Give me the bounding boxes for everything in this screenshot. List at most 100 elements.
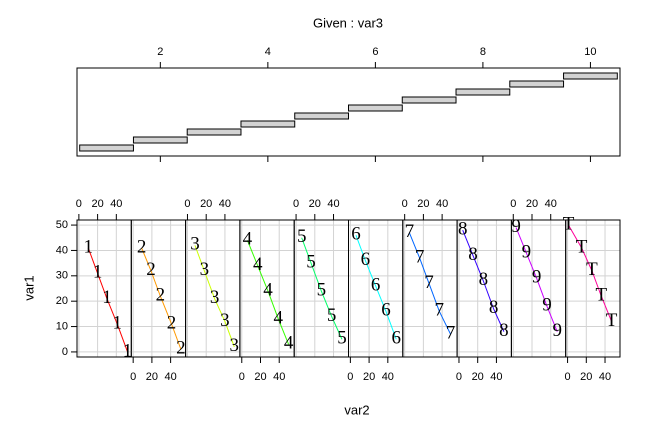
point: 2	[176, 338, 186, 359]
x-tick-label: 40	[219, 198, 231, 210]
point: 9	[553, 320, 563, 341]
point: 2	[146, 259, 156, 280]
point: 4	[243, 229, 253, 250]
x-tick-label: 40	[490, 371, 502, 383]
x-tick-label: 40	[382, 371, 394, 383]
point: 7	[415, 246, 425, 267]
point: 5	[297, 226, 307, 247]
point: T	[586, 259, 598, 280]
x-tick-label: 40	[436, 198, 448, 210]
point: 6	[391, 328, 401, 349]
y-axis-label: var1	[21, 275, 36, 300]
x-tick-label: 20	[580, 371, 592, 383]
point: 5	[317, 279, 327, 300]
series-line	[194, 245, 235, 348]
point: 2	[156, 284, 166, 305]
point: 4	[274, 307, 284, 328]
x-tick-label: 20	[526, 198, 538, 210]
point: 4	[263, 279, 273, 300]
x-tick-label: 0	[565, 371, 571, 383]
series-line	[408, 232, 451, 335]
x-tick-label: 0	[402, 198, 408, 210]
y-tick-label: 30	[56, 270, 68, 282]
point: 4	[284, 333, 294, 354]
x-tick-label: 0	[456, 371, 462, 383]
x-tick-label: 0	[184, 198, 190, 210]
point: 6	[351, 224, 361, 245]
x-tick-label: 0	[239, 371, 245, 383]
series-line	[568, 224, 613, 322]
point: 3	[210, 287, 220, 308]
y-tick-label: 10	[56, 320, 68, 332]
given-interval	[240, 120, 296, 128]
x-tick-label: 20	[472, 371, 484, 383]
given-panel	[76, 67, 621, 157]
x-tick-label: 0	[130, 371, 136, 383]
given-tick-label: 2	[157, 46, 163, 58]
point: T	[576, 236, 588, 257]
point: 1	[93, 262, 103, 283]
point: 8	[499, 320, 509, 341]
point: 9	[522, 241, 532, 262]
point: 1	[83, 236, 93, 257]
point: 1	[102, 287, 112, 308]
point: 3	[220, 310, 230, 331]
point: 2	[137, 236, 147, 257]
x-tick-label: 40	[273, 371, 285, 383]
x-tick-label: 20	[309, 198, 321, 210]
x-tick-label: 20	[146, 371, 158, 383]
given-interval	[509, 80, 565, 88]
point: 9	[542, 295, 552, 316]
x-tick-label: 0	[76, 198, 82, 210]
given-interval	[294, 112, 349, 120]
x-tick-label: 0	[347, 371, 353, 383]
point: 6	[371, 274, 381, 295]
point: 3	[200, 259, 210, 280]
x-tick-label: 40	[110, 198, 122, 210]
given-tick-label: 8	[480, 46, 486, 58]
point: 6	[381, 300, 391, 321]
point: 9	[511, 216, 521, 237]
given-title: Given : var3	[313, 15, 383, 30]
given-interval	[401, 96, 457, 104]
point: 8	[458, 219, 468, 240]
point: 4	[253, 254, 263, 275]
point: 9	[532, 267, 542, 288]
series-line	[246, 240, 290, 345]
y-tick-label: 0	[62, 346, 68, 358]
x-tick-label: 0	[510, 198, 516, 210]
given-interval	[79, 144, 134, 152]
point: 3	[190, 234, 200, 255]
given-interval	[186, 128, 242, 136]
point: 5	[327, 305, 337, 326]
x-tick-label: 20	[91, 198, 103, 210]
x-tick-label: 20	[417, 198, 429, 210]
given-interval	[563, 72, 618, 80]
x-tick-label: 40	[164, 371, 176, 383]
point: 2	[167, 312, 177, 333]
x-tick-label: 20	[363, 371, 375, 383]
point: 5	[306, 251, 316, 272]
x-axis-label: var2	[344, 402, 369, 417]
given-tick-label: 4	[265, 46, 271, 58]
point: 8	[489, 297, 499, 318]
given-tick-label: 10	[584, 46, 596, 58]
x-tick-label: 20	[200, 198, 212, 210]
point: 1	[113, 312, 123, 333]
point: 1	[123, 340, 133, 361]
series-line	[515, 227, 558, 332]
point: 7	[446, 323, 456, 344]
point: 7	[435, 300, 445, 321]
point: 7	[405, 221, 415, 242]
point: 7	[424, 272, 434, 293]
given-interval	[348, 104, 403, 112]
y-tick-label: 20	[56, 295, 68, 307]
given-tick-label: 6	[372, 46, 378, 58]
series-line	[355, 235, 397, 340]
panel-frame	[565, 219, 621, 358]
y-tick-label: 40	[56, 244, 68, 256]
x-tick-label: 20	[254, 371, 266, 383]
series-line	[141, 247, 182, 350]
